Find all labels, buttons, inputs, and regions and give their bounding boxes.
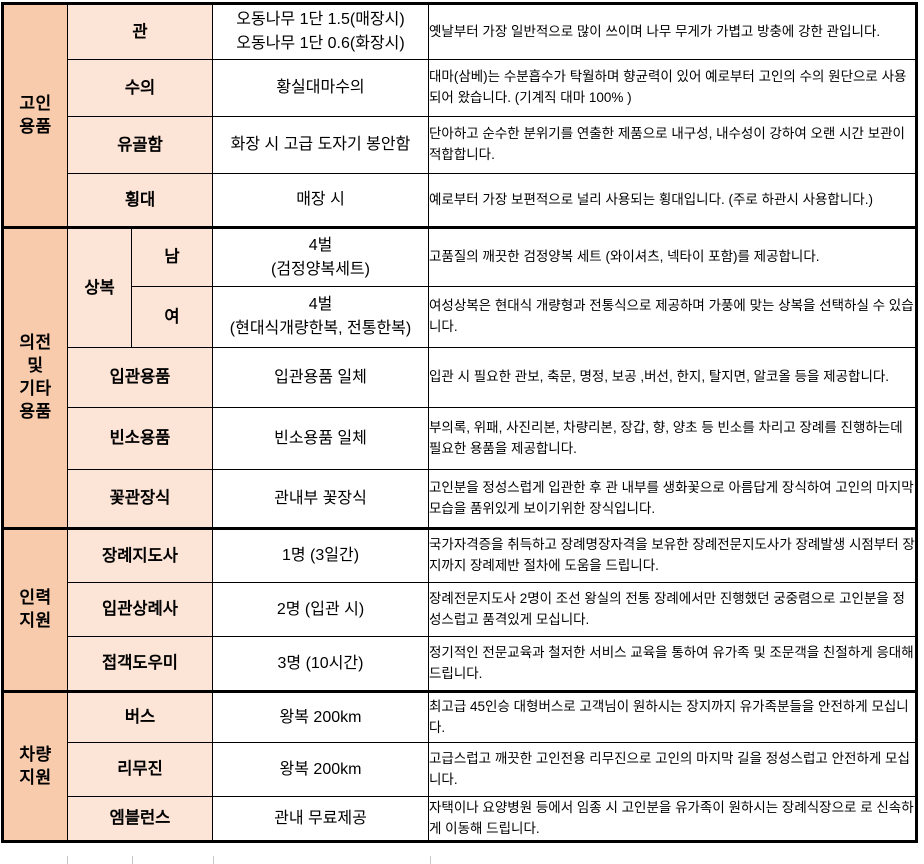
table-row: 빈소용품 빈소용품 일체 부의록, 위패, 사진리본, 차량리본, 장갑, 향,… <box>3 407 917 470</box>
value-cell: 관내 무료제공 <box>212 796 429 842</box>
value-cell: 오동나무 1단 1.5(매장시) 오동나무 1단 0.6(화장시) <box>212 3 429 60</box>
description-cell: 고품질의 깨끗한 검정양복 세트 (와이셔츠, 넥타이 포함)를 제공합니다. <box>428 226 917 287</box>
category-cell: 고인 용품 <box>2 3 68 228</box>
description-cell: 입관 시 필요한 관보, 축문, 명정, 보공 ,버선, 한지, 탈지면, 알코… <box>428 347 917 408</box>
value-cell: 2명 (입관 시) <box>212 582 429 637</box>
service-package-table: 고인 용품 관 오동나무 1단 1.5(매장시) 오동나무 1단 0.6(화장시… <box>1 2 918 843</box>
value-cell: 4벌 (현대식개량한복, 전통한복) <box>212 286 429 348</box>
value-cell: 4벌 (검정양복세트) <box>212 226 429 287</box>
value-cell: 매장 시 <box>212 173 429 228</box>
table-row: 의전 및 기타 용품 상복 남 4벌 (검정양복세트) 고품질의 깨끗한 검정양… <box>2 226 917 529</box>
description-cell: 고급스럽고 깨끗한 고인전용 리무진으로 고인의 마지막 길을 정성스럽고 안전… <box>428 742 917 797</box>
item-cell: 유골함 <box>67 116 213 174</box>
value-cell: 1명 (3일간) <box>212 527 429 583</box>
category-cell: 의전 및 기타 용품 <box>2 226 68 529</box>
table-row: 유골함 화장 시 고급 도자기 봉안함 단아하고 순수한 분위기를 연출한 제품… <box>3 116 917 174</box>
item-cell: 엠블런스 <box>67 796 213 842</box>
item-cell: 장례지도사 <box>67 527 213 583</box>
table-row: 여 4벌 (현대식개량한복, 전통한복) 여성상복은 현대식 개량형과 전통식으… <box>3 286 917 348</box>
table-row: 꽃관장식 관내부 꽃장식 고인분을 정성스럽게 입관한 후 관 내부를 생화꽃으… <box>3 469 917 529</box>
description-cell: 최고급 45인승 대형버스로 고객님이 원하시는 장지까지 유가족분들을 안전하… <box>428 690 917 743</box>
table-row: 입관상례사 2명 (입관 시) 장례전문지도사 2명이 조선 왕실의 전통 장례… <box>3 582 917 637</box>
description-cell: 대마(삼베)는 수분흡수가 탁월하며 향균력이 있어 예로부터 고인의 수의 원… <box>428 59 917 117</box>
value-cell: 화장 시 고급 도자기 봉안함 <box>212 116 429 174</box>
value-cell: 왕복 200km <box>212 690 429 743</box>
description-cell: 예로부터 가장 보편적으로 널리 사용되는 횡대입니다. (주로 하관시 사용합… <box>428 173 917 228</box>
gridline-stub <box>67 856 68 864</box>
description-cell: 옛날부터 가장 일반적으로 많이 쓰이며 나무 무게가 가볍고 방충에 강한 관… <box>428 3 917 60</box>
gridline-stub <box>132 856 133 864</box>
item-sub-cell: 남 <box>131 226 213 287</box>
table-row: 고인 용품 관 오동나무 1단 1.5(매장시) 오동나무 1단 0.6(화장시… <box>2 3 917 228</box>
gridline-stub <box>430 856 431 864</box>
table-row: 수의 황실대마수의 대마(삼베)는 수분흡수가 탁월하며 향균력이 있어 예로부… <box>3 59 917 117</box>
item-cell: 리무진 <box>67 742 213 797</box>
value-cell: 왕복 200km <box>212 742 429 797</box>
value-cell: 빈소용품 일체 <box>212 407 429 470</box>
table-row: 입관용품 입관용품 일체 입관 시 필요한 관보, 축문, 명정, 보공 ,버선… <box>3 347 917 408</box>
description-cell: 단아하고 순수한 분위기를 연출한 제품으로 내구성, 내수성이 강하여 오랜 … <box>428 116 917 174</box>
value-cell: 관내부 꽃장식 <box>212 469 429 529</box>
item-cell: 버스 <box>67 690 213 743</box>
description-cell: 자택이나 요양병원 등에서 임종 시 고인분을 유가족이 원하시는 장례식장으로… <box>428 796 917 842</box>
item-cell: 관 <box>67 3 213 60</box>
table-row: 횡대 매장 시 예로부터 가장 보편적으로 널리 사용되는 횡대입니다. (주로… <box>3 173 917 228</box>
value-cell: 3명 (10시간) <box>212 636 429 692</box>
item-cell: 횡대 <box>67 173 213 228</box>
item-cell: 꽃관장식 <box>67 469 213 529</box>
gridline-stub <box>213 856 214 864</box>
description-cell: 정기적인 전문교육과 철저한 서비스 교육을 통하여 유가족 및 조문객을 친절… <box>428 636 917 692</box>
table-row: 접객도우미 3명 (10시간) 정기적인 전문교육과 철저한 서비스 교육을 통… <box>3 636 917 692</box>
item-cell: 접객도우미 <box>67 636 213 692</box>
table-row: 엠블런스 관내 무료제공 자택이나 요양병원 등에서 임종 시 고인분을 유가족… <box>3 796 917 842</box>
table-row: 리무진 왕복 200km 고급스럽고 깨끗한 고인전용 리무진으로 고인의 마지… <box>3 742 917 797</box>
item-group-cell: 상복 <box>67 226 132 348</box>
description-cell: 부의록, 위패, 사진리본, 차량리본, 장갑, 향, 양초 등 빈소를 차리고… <box>428 407 917 470</box>
category-cell: 인력 지원 <box>2 527 68 692</box>
item-cell: 입관상례사 <box>67 582 213 637</box>
description-cell: 고인분을 정성스럽게 입관한 후 관 내부를 생화꽃으로 아름답게 장식하여 고… <box>428 469 917 529</box>
table-row: 인력 지원 장례지도사 1명 (3일간) 국가자격증을 취득하고 장례명장자격을… <box>2 527 917 692</box>
category-cell: 차량 지원 <box>2 690 68 842</box>
value-cell: 황실대마수의 <box>212 59 429 117</box>
description-cell: 장례전문지도사 2명이 조선 왕실의 전통 장례에서만 진행했던 궁중렴으로 고… <box>428 582 917 637</box>
description-cell: 국가자격증을 취득하고 장례명장자격을 보유한 장례전문지도사가 장례발생 시점… <box>428 527 917 583</box>
item-sub-cell: 여 <box>131 286 213 348</box>
table-row: 차량 지원 버스 왕복 200km 최고급 45인승 대형버스로 고객님이 원하… <box>2 690 917 842</box>
item-cell: 빈소용품 <box>67 407 213 470</box>
description-cell: 여성상복은 현대식 개량형과 전통식으로 제공하며 가풍에 맞는 상복을 선택하… <box>428 286 917 348</box>
item-cell: 수의 <box>67 59 213 117</box>
item-cell: 입관용품 <box>67 347 213 408</box>
value-cell: 입관용품 일체 <box>212 347 429 408</box>
